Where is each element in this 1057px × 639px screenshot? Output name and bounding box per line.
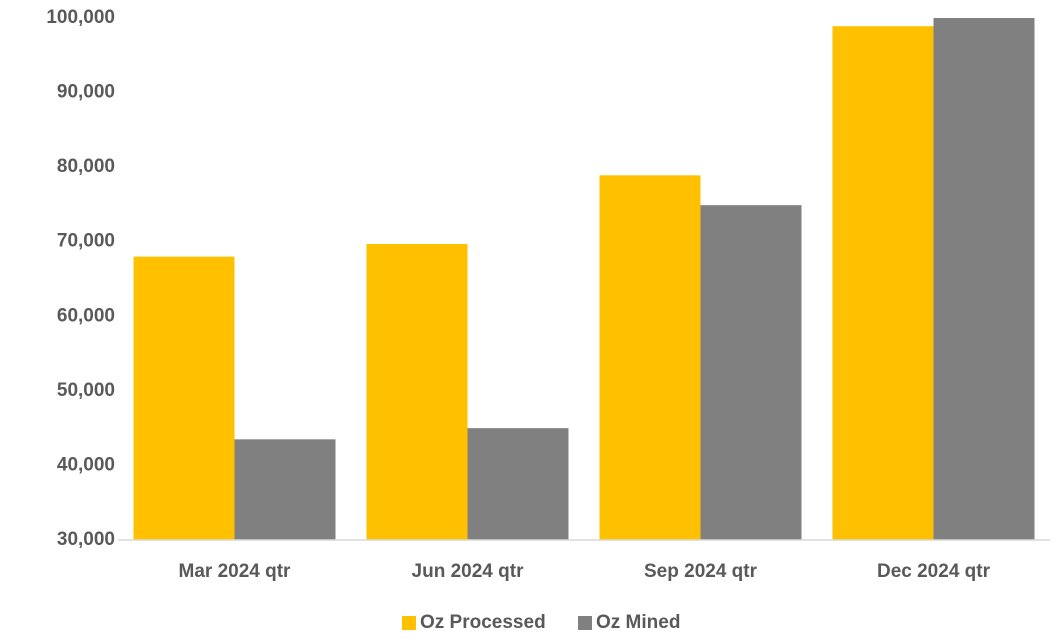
y-tick-label: 40,000: [57, 454, 115, 475]
x-tick-label: Sep 2024 qtr: [644, 561, 758, 582]
legend-swatch: [578, 616, 592, 630]
y-tick-label: 100,000: [46, 7, 115, 28]
legend-swatch: [402, 616, 416, 630]
bar: [933, 18, 1035, 540]
bar: [366, 243, 468, 541]
y-tick-label: 50,000: [57, 380, 115, 401]
bar: [832, 26, 934, 540]
y-tick-label: 90,000: [57, 82, 115, 103]
bar: [133, 256, 235, 540]
bar: [599, 175, 701, 541]
legend-label: Oz Processed: [420, 612, 546, 633]
x-tick-label: Mar 2024 qtr: [179, 561, 292, 582]
bar: [467, 428, 569, 540]
y-tick-label: 30,000: [57, 529, 115, 550]
x-tick-label: Jun 2024 qtr: [412, 561, 525, 582]
x-tick-label: Dec 2024 qtr: [877, 561, 991, 582]
y-tick-label: 80,000: [57, 156, 115, 177]
legend-label: Oz Mined: [596, 612, 680, 633]
y-tick-label: 60,000: [57, 305, 115, 326]
bar: [700, 205, 802, 540]
y-tick-label: 70,000: [57, 231, 115, 252]
bar: [234, 439, 336, 540]
